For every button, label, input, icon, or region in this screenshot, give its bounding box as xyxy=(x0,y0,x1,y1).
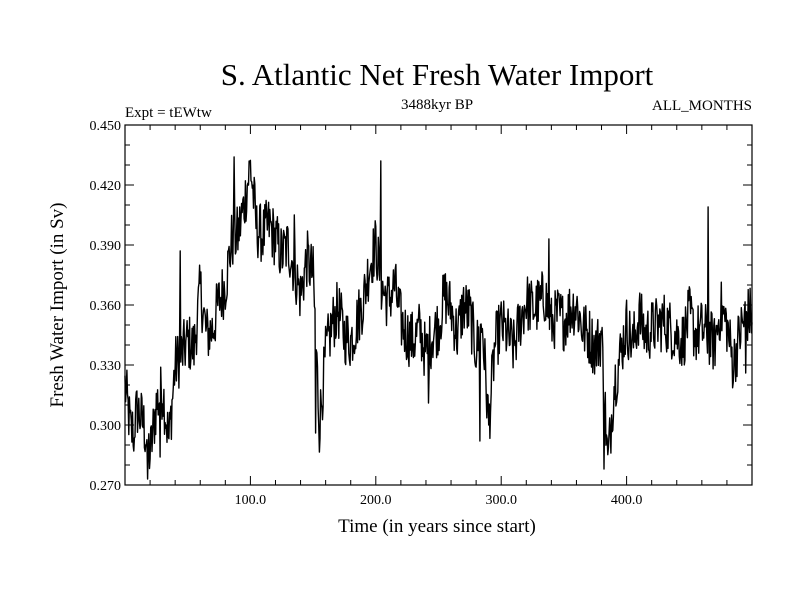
x-tick-label: 400.0 xyxy=(611,493,643,508)
y-tick-label: 0.330 xyxy=(90,359,122,374)
x-tick-label: 300.0 xyxy=(485,493,517,508)
y-tick-label: 0.450 xyxy=(90,119,122,134)
tick-labels: 100.0 200.0 300.0 400.0 0.270 0.300 0.330 0.360… xyxy=(90,119,643,508)
y-tick-label: 0.360 xyxy=(90,299,122,314)
x-tick-label: 200.0 xyxy=(360,493,392,508)
y-axis-label: Fresh Water Import (in Sv) xyxy=(47,203,68,408)
y-tick-label: 0.390 xyxy=(90,239,122,254)
experiment-label: Expt = tEWtw xyxy=(125,105,212,121)
y-tick-label: 0.420 xyxy=(90,179,122,194)
plot-frame xyxy=(124,124,753,486)
chart-title: S. Atlantic Net Fresh Water Import xyxy=(221,57,654,92)
x-axis-label: Time (in years since start) xyxy=(338,516,536,537)
axis-ticks xyxy=(125,124,752,486)
months-label: ALL_MONTHS xyxy=(652,98,752,114)
time-period-label: 3488kyr BP xyxy=(401,97,473,113)
y-tick-label: 0.270 xyxy=(90,479,122,494)
y-tick-label: 0.300 xyxy=(90,419,122,434)
x-tick-label: 100.0 xyxy=(235,493,267,508)
series-line-fresh-water-import xyxy=(124,156,753,480)
